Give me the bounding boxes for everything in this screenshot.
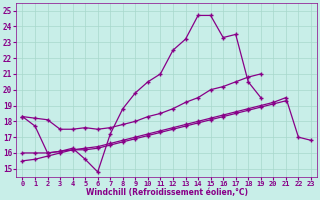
X-axis label: Windchill (Refroidissement éolien,°C): Windchill (Refroidissement éolien,°C) [86, 188, 248, 197]
